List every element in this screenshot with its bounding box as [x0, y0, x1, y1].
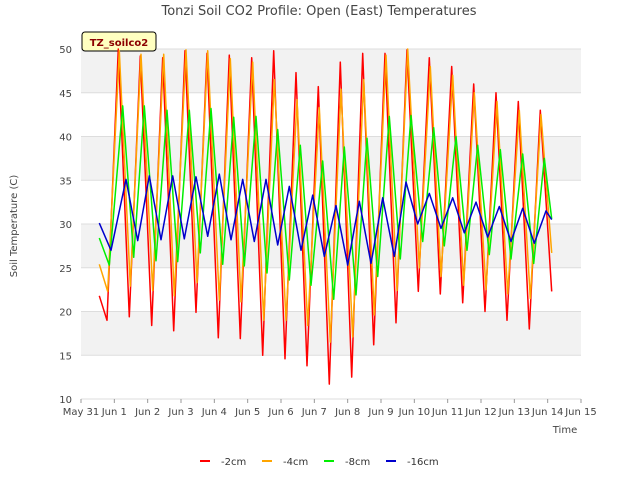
x-tick-label: Jun 1: [101, 407, 127, 418]
x-axis-ticks: May 31 Jun 1 Jun 2 Jun 3 Jun 4 Jun 5 Jun 6 Jun …: [63, 399, 597, 418]
legend-label: -8cm: [345, 457, 370, 468]
x-tick-label: Jun 6: [267, 407, 293, 418]
x-tick-label: Jun 8: [334, 407, 360, 418]
x-tick-label: Jun 12: [464, 407, 497, 418]
y-tick-label: 45: [59, 89, 72, 100]
legend-label: -16cm: [407, 457, 439, 468]
chart-title: Tonzi Soil CO2 Profile: Open (East) Temp…: [160, 4, 476, 19]
plot-band: [81, 180, 581, 224]
badge-label: TZ_soilco2: [90, 38, 149, 49]
x-tick-label: Jun 2: [134, 407, 160, 418]
x-tick-label: Jun 10: [398, 407, 431, 418]
x-tick-label: Jun 14: [531, 407, 564, 418]
x-tick-label: Jun 5: [234, 407, 260, 418]
y-tick-label: 10: [59, 395, 72, 406]
y-tick-label: 35: [59, 176, 72, 187]
plot-band: [81, 49, 581, 93]
x-tick-label: Jun 4: [201, 407, 227, 418]
x-tick-label: Jun 13: [498, 407, 531, 418]
plot-band: [81, 92, 581, 137]
x-axis-label: Time: [552, 425, 577, 436]
series-line-16cm: [98, 173, 553, 266]
plot-band: [81, 267, 581, 312]
x-tick-label: Jun 7: [301, 407, 327, 418]
legend-label: -2cm: [221, 457, 246, 468]
y-tick-label: 15: [59, 351, 72, 362]
series-lines: [98, 48, 553, 385]
x-tick-label: Jun 3: [167, 407, 193, 418]
series-line-4cm: [98, 48, 553, 343]
site-badge: TZ_soilco2: [81, 31, 157, 52]
y-tick-label: 30: [59, 220, 72, 231]
x-tick-label: Jun 15: [564, 407, 597, 418]
series-line-8cm: [98, 105, 553, 301]
plot-band: [81, 136, 581, 181]
chart-legend: -2cm -4cm -8cm -16cm: [200, 457, 439, 468]
legend-label: -4cm: [283, 457, 308, 468]
y-tick-label: 50: [59, 45, 72, 56]
x-tick-label: Jun 9: [367, 407, 393, 418]
y-axis-label: Soil Temperature (C): [9, 175, 20, 278]
y-tick-label: 40: [59, 133, 72, 144]
y-tick-label: 20: [59, 308, 72, 319]
y-axis-ticks: 10 15 20 25 30 35 40 45 50: [59, 45, 72, 406]
x-tick-label: Jun 11: [431, 407, 464, 418]
plot-band: [81, 355, 581, 399]
y-tick-label: 25: [59, 264, 72, 275]
x-tick-label: May 31: [63, 407, 100, 418]
